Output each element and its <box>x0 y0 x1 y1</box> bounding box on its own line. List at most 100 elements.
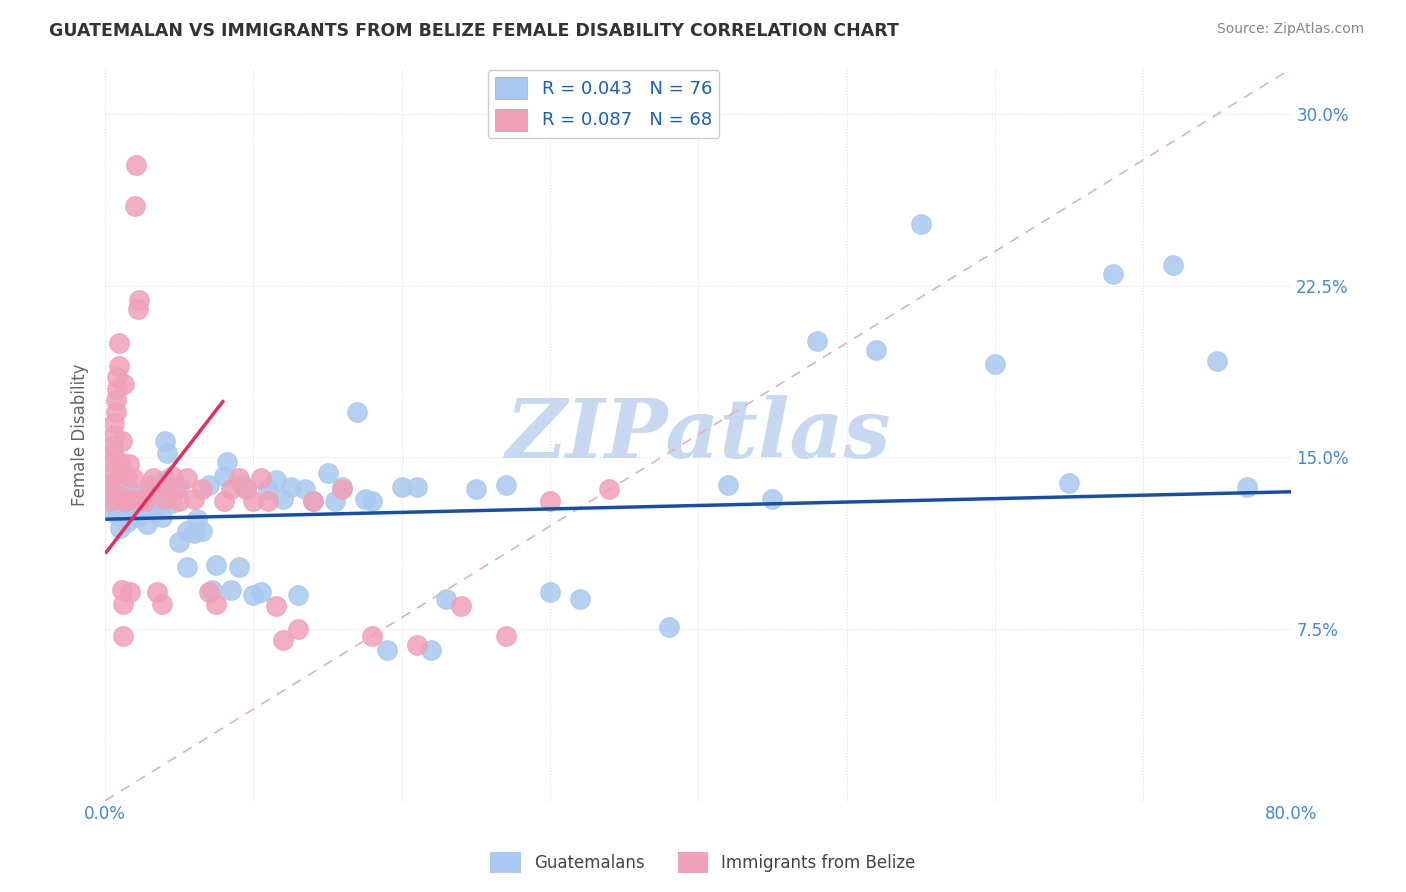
Point <box>124 199 146 213</box>
Point <box>131 489 153 503</box>
Point <box>434 592 457 607</box>
Point <box>205 597 228 611</box>
Point <box>111 500 134 515</box>
Point <box>361 629 384 643</box>
Point <box>169 535 191 549</box>
Point <box>176 524 198 538</box>
Y-axis label: Female Disability: Female Disability <box>72 363 89 506</box>
Point <box>110 583 132 598</box>
Point <box>212 494 235 508</box>
Point <box>332 480 354 494</box>
Point <box>105 508 128 522</box>
Point <box>190 483 212 497</box>
Point <box>235 483 257 497</box>
Point <box>264 473 287 487</box>
Point <box>100 475 122 490</box>
Point <box>495 629 517 643</box>
Point <box>108 489 131 503</box>
Point <box>219 483 242 497</box>
Point <box>231 478 253 492</box>
Point <box>910 217 932 231</box>
Point <box>160 468 183 483</box>
Point <box>538 494 561 508</box>
Point <box>205 558 228 572</box>
Point <box>294 483 316 497</box>
Point <box>346 405 368 419</box>
Point <box>122 471 145 485</box>
Point <box>228 471 250 485</box>
Point <box>190 524 212 538</box>
Point <box>108 478 131 492</box>
Point <box>658 620 681 634</box>
Point <box>150 597 173 611</box>
Point <box>242 588 264 602</box>
Point <box>128 293 150 307</box>
Point <box>1206 354 1229 368</box>
Point <box>107 359 129 373</box>
Point <box>121 484 143 499</box>
Point <box>138 483 160 497</box>
Point <box>101 439 124 453</box>
Point <box>1057 475 1080 490</box>
Point <box>271 491 294 506</box>
Point <box>250 471 273 485</box>
Point <box>117 494 139 508</box>
Point <box>242 494 264 508</box>
Point <box>111 597 134 611</box>
Point <box>117 515 139 529</box>
Point <box>117 468 139 483</box>
Point <box>250 585 273 599</box>
Point <box>219 583 242 598</box>
Point <box>127 301 149 316</box>
Point <box>361 494 384 508</box>
Point <box>375 642 398 657</box>
Point <box>1102 268 1125 282</box>
Point <box>98 484 121 499</box>
Point <box>183 491 205 506</box>
Point <box>323 494 346 508</box>
Point <box>405 480 427 494</box>
Text: Source: ZipAtlas.com: Source: ZipAtlas.com <box>1216 22 1364 37</box>
Point <box>108 467 131 481</box>
Point <box>717 478 740 492</box>
Point <box>176 560 198 574</box>
Point <box>131 491 153 506</box>
Point <box>160 496 183 510</box>
Point <box>257 494 280 508</box>
Point <box>228 560 250 574</box>
Point <box>101 446 124 460</box>
Point <box>146 500 169 515</box>
Point <box>120 585 142 599</box>
Point <box>108 521 131 535</box>
Point <box>110 434 132 449</box>
Point <box>105 382 128 396</box>
Point <box>301 494 323 508</box>
Point <box>257 483 280 497</box>
Point <box>264 599 287 614</box>
Point <box>156 446 179 460</box>
Text: ZIPatlas: ZIPatlas <box>506 394 891 475</box>
Point <box>198 585 221 599</box>
Point <box>101 455 124 469</box>
Point <box>165 483 187 497</box>
Point <box>568 592 591 607</box>
Legend: Guatemalans, Immigrants from Belize: Guatemalans, Immigrants from Belize <box>484 846 922 880</box>
Point <box>127 510 149 524</box>
Point <box>114 494 136 508</box>
Point <box>984 357 1007 371</box>
Point <box>124 499 146 513</box>
Point <box>98 494 121 508</box>
Point <box>1161 258 1184 272</box>
Point <box>301 494 323 508</box>
Point <box>111 629 134 643</box>
Point <box>153 434 176 449</box>
Point <box>235 480 257 494</box>
Point <box>104 393 127 408</box>
Point <box>105 370 128 384</box>
Point <box>212 468 235 483</box>
Point <box>153 473 176 487</box>
Point <box>761 491 783 506</box>
Point <box>121 491 143 506</box>
Point <box>538 585 561 599</box>
Point <box>150 510 173 524</box>
